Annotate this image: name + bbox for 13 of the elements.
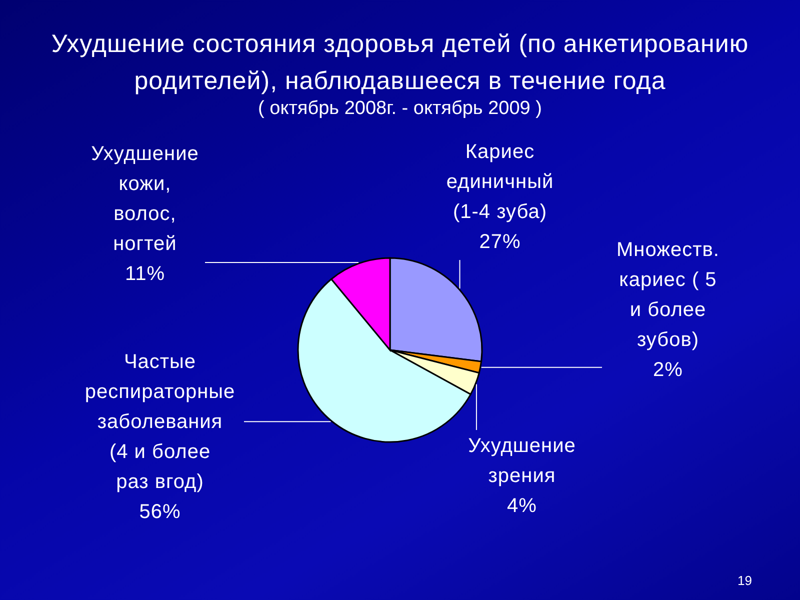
slice-label: Кариес единичный (1-4 зуба) [446, 141, 554, 223]
slice-label: Ухудшение зрения [468, 435, 576, 487]
data-label: 56% [139, 501, 181, 523]
data-label: 27% [479, 231, 521, 253]
slice-label: Множеств. кариес ( 5 и более зубов) [616, 239, 720, 351]
text: 19 [738, 573, 752, 588]
data-label: 11% [124, 263, 166, 285]
data-label: 4% [507, 495, 537, 517]
chart-subtitle: ( октябрь 2008г. - октябрь 2009 ) [257, 97, 543, 121]
slice-label: Ухудшение кожи, волос, ногтей [91, 143, 199, 255]
chart-title: Ухудшение состояния здоровья детей (по анкетированию родителей), наблюдавшееся в течение года [51, 30, 749, 95]
slice-label: Частые респираторные заболевания (4 и более раз вгод) [84, 351, 236, 493]
data-label: 2% [653, 359, 683, 381]
